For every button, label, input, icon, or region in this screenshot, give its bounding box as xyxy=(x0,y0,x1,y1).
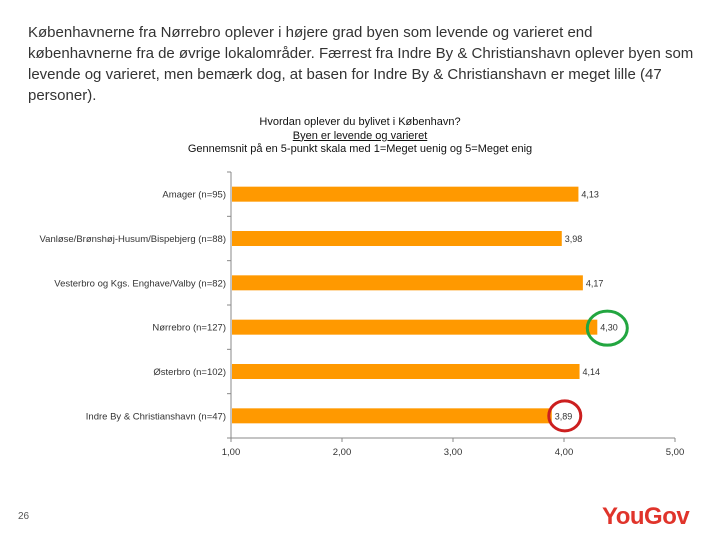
chart-subtitle: Byen er levende og varieret xyxy=(292,129,428,142)
x-tick-label: 4,00 xyxy=(555,447,574,458)
data-label: 3,98 xyxy=(565,234,583,244)
data-label: 4,13 xyxy=(581,190,599,200)
x-tick-label: 1,00 xyxy=(222,447,241,458)
yougov-logo: YouGov xyxy=(602,503,690,530)
category-label: Amager (n=95) xyxy=(162,190,226,201)
bar xyxy=(232,408,552,424)
x-tick-label: 2,00 xyxy=(333,447,352,458)
page-number: 26 xyxy=(18,511,30,522)
bar xyxy=(232,186,579,202)
chart-note: Gennemsnit på en 5-punkt skala med 1=Meg… xyxy=(187,143,533,155)
category-label: Nørrebro (n=127) xyxy=(152,323,226,334)
data-label: 4,30 xyxy=(600,323,618,333)
chart-title: Hvordan oplever du bylivet i København? xyxy=(259,116,461,128)
category-label: Østerbro (n=102) xyxy=(153,367,226,378)
data-label: 4,14 xyxy=(583,367,601,377)
category-label: Indre By & Christianshavn (n=47) xyxy=(86,411,226,422)
highlight-circle-highest xyxy=(585,309,629,347)
bar xyxy=(232,319,598,335)
bar xyxy=(232,364,580,379)
category-label: Vesterbro og Kgs. Enghave/Valby (n=82) xyxy=(54,278,226,289)
data-label: 4,17 xyxy=(586,278,604,288)
highlight-circle-lowest xyxy=(547,399,583,433)
bar xyxy=(232,275,583,291)
chart-title-block: Hvordan oplever du bylivet i København? … xyxy=(140,116,580,157)
data-label: 3,89 xyxy=(555,411,573,421)
x-tick-label: 5,00 xyxy=(666,447,685,458)
category-label: Vanløse/Brønshøj-Husum/Bispebjerg (n=88) xyxy=(40,234,226,245)
intro-text: Københavnerne fra Nørrebro oplever i høj… xyxy=(28,24,694,104)
bar xyxy=(232,231,562,246)
x-tick-label: 3,00 xyxy=(444,447,463,458)
